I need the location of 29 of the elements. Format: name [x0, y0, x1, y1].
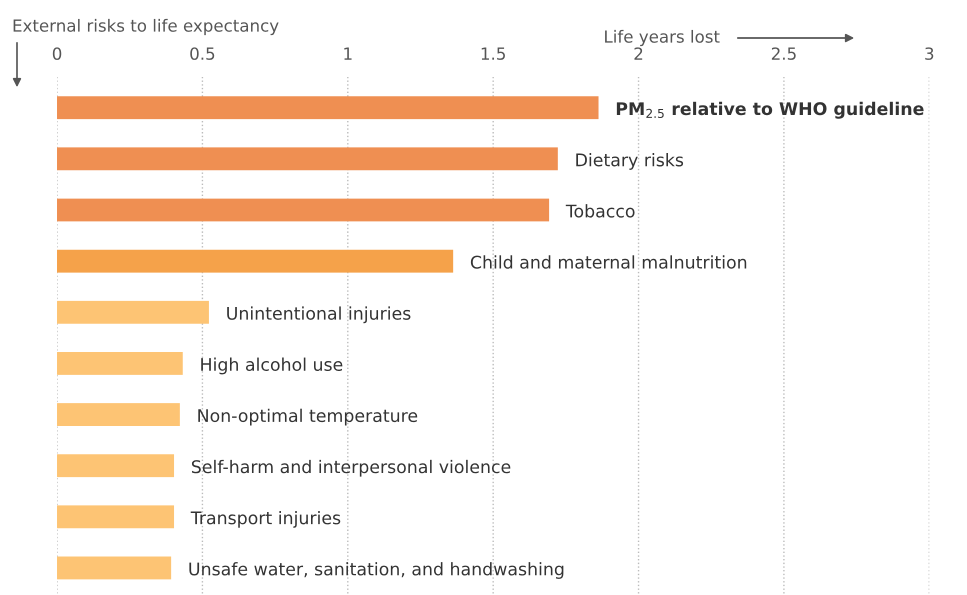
bar [57, 505, 174, 528]
bar [57, 250, 454, 273]
x-tick-label: 1.5 [482, 48, 505, 60]
y-tick-label: Dietary risks [576, 153, 684, 170]
x-tick-label: 2.5 [772, 47, 796, 60]
bar [57, 198, 550, 222]
x-axis-title: Life years lost [605, 30, 720, 46]
x-tick-label: 1 [344, 48, 352, 60]
x-tick-label: 3 [925, 47, 934, 60]
bar [57, 352, 183, 375]
y-tick-label: Unsafe water, sanitation, and handwashing [189, 562, 564, 579]
y-tick-label: Transport injuries [190, 510, 340, 528]
bar [57, 403, 180, 426]
y-tick-label: Tobacco [566, 204, 635, 218]
y-axis-title: External risks to life expectancy [14, 18, 279, 36]
bar [57, 147, 558, 170]
bar [57, 300, 209, 324]
x-tick-label: 0.5 [190, 47, 214, 60]
y-tick-label: High alcohol use [201, 358, 342, 374]
y-tick-label: PM$_{2.5}$ relative to WHO guideline [616, 102, 924, 119]
y-tick-label: Child and maternal malnutrition [470, 255, 746, 269]
y-tick-label: Self-harm and interpersonal violence [192, 460, 510, 477]
y-tick-label: Non-optimal temperature [198, 408, 418, 426]
y-tick-label: Unintentional injuries [227, 306, 410, 324]
x-tick-label: 0 [52, 47, 62, 60]
x-tick-label: 2 [634, 47, 642, 60]
bar [57, 96, 599, 120]
bar [57, 556, 172, 580]
bar [57, 454, 174, 478]
